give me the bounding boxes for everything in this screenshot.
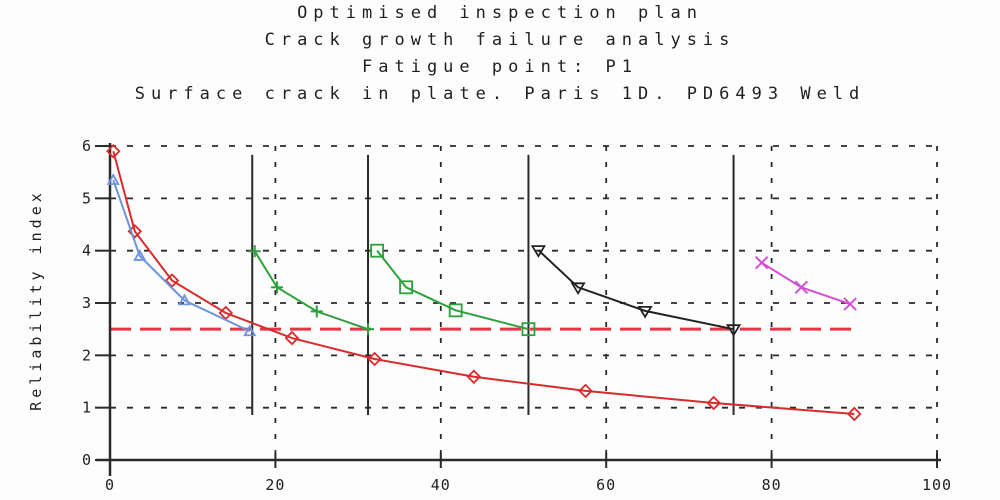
series-reliability-no-inspection [106, 143, 862, 422]
chart-title-block: Optimised inspection plan Crack growth f… [0, 0, 1000, 108]
x-axis-ticks: 0 20 40 60 80 100 [105, 453, 952, 494]
inspection-time-lines [251, 154, 735, 415]
chart-title-line-4: Surface crack in plate. Paris 1D. PD6493… [134, 84, 866, 104]
x-tick-label-80: 80 [762, 476, 782, 494]
y-tick-label-0: 0 [82, 451, 92, 469]
y-tick-label-3: 3 [82, 294, 92, 312]
chart-title-line-3: Fatigue point: P1 [362, 57, 638, 77]
series-reliability-before-first-inspection [106, 173, 257, 337]
chart-title-line-2: Crack growth failure analysis [264, 30, 736, 50]
series-reliability-after-inspection-2 [370, 243, 536, 337]
x-tick-label-0: 0 [105, 476, 115, 494]
y-tick-label-5: 5 [82, 189, 92, 207]
y-tick-label-4: 4 [82, 242, 92, 260]
x-tick-label-100: 100 [922, 476, 952, 494]
series-reliability-after-inspection-3 [530, 245, 742, 337]
x-tick-label-60: 60 [596, 476, 616, 494]
y-axis-label: Reliability index [27, 189, 45, 411]
x-tick-label-40: 40 [431, 476, 451, 494]
y-tick-label-1: 1 [82, 399, 92, 417]
y-axis-ticks: 0 1 2 3 4 5 6 [82, 137, 111, 469]
series-reliability-after-inspection-4 [754, 256, 857, 311]
y-tick-label-2: 2 [82, 346, 92, 364]
chart-title-line-1: Optimised inspection plan [297, 3, 703, 23]
y-tick-label-6: 6 [82, 137, 92, 155]
gridlines [110, 145, 942, 454]
series-reliability-after-inspection-1 [248, 245, 375, 336]
x-tick-label-20: 20 [265, 476, 285, 494]
